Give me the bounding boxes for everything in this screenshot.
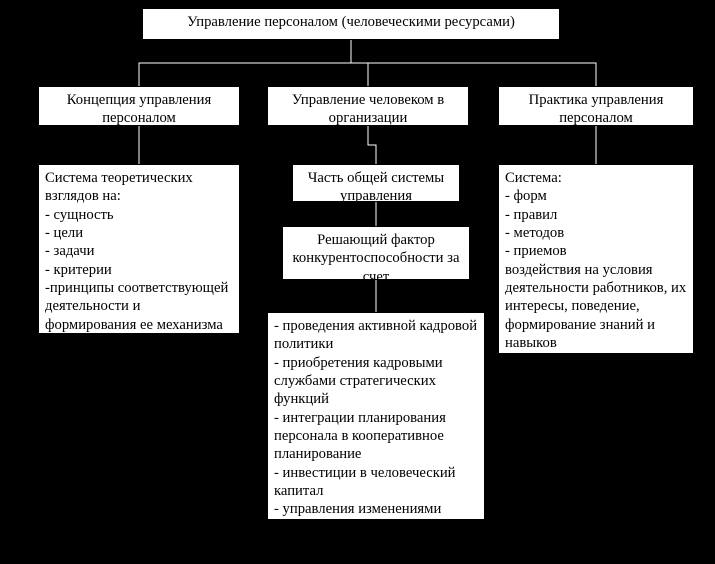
- right-body-box: Система:- форм- правил- методов- приемов…: [498, 164, 694, 354]
- middle-header-box: Управление человеком в организации: [267, 86, 469, 126]
- middle-body1-box: Часть общей системы управления: [292, 164, 460, 202]
- middle-body2-box: Решающий фактор конкурентоспособности за…: [282, 226, 470, 280]
- middle-body3-box: - проведения активной кадровой политики-…: [267, 312, 485, 520]
- root-box: Управление персоналом (человеческими рес…: [142, 8, 560, 40]
- left-body-box: Система теоретических взглядов на:- сущн…: [38, 164, 240, 334]
- left-header-box: Концепция управления персоналом: [38, 86, 240, 126]
- right-header-box: Практика управления персоналом: [498, 86, 694, 126]
